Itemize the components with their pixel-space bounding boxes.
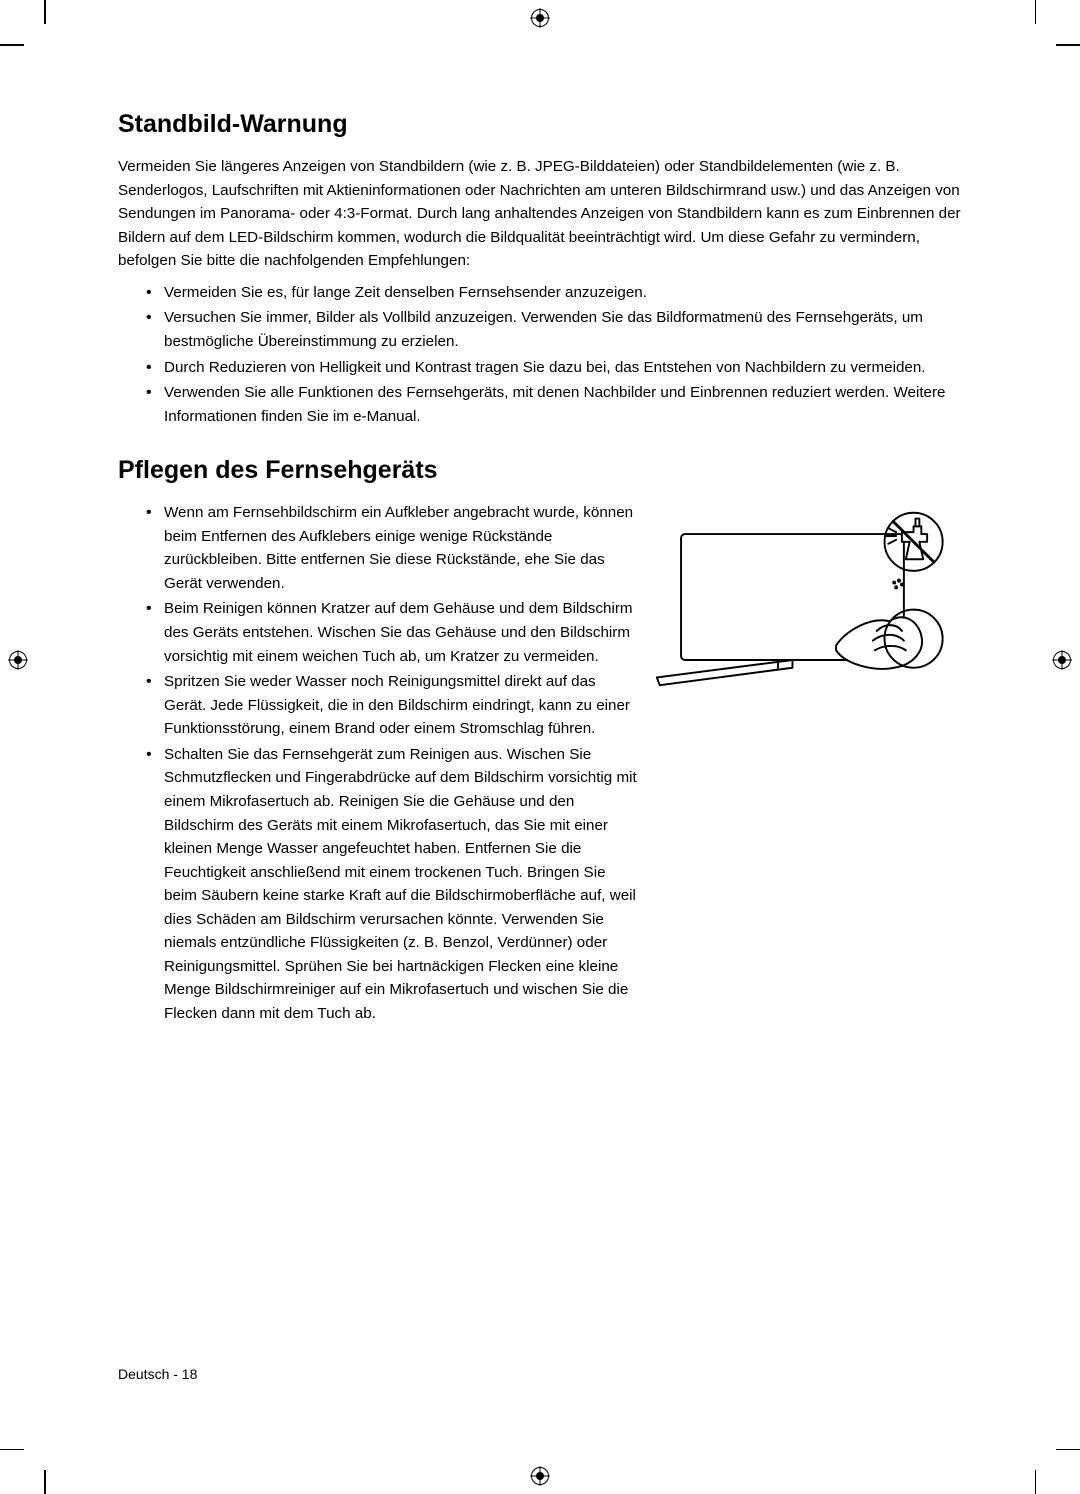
- section-heading-standbild: Standbild-Warnung: [118, 110, 962, 139]
- list-item: Verwenden Sie alle Funktionen des Fernse…: [146, 381, 962, 428]
- list-item: Vermeiden Sie es, für lange Zeit denselb…: [146, 281, 962, 305]
- list-item: Wenn am Fernsehbildschirm ein Aufkleber …: [146, 501, 642, 595]
- registration-mark-icon: [1052, 650, 1072, 670]
- registration-mark-icon: [8, 650, 28, 670]
- list-item: Beim Reinigen können Kratzer auf dem Geh…: [146, 597, 642, 668]
- registration-mark-icon: [530, 8, 550, 28]
- section-heading-pflegen: Pflegen des Fernsehgeräts: [118, 456, 962, 485]
- registration-mark-icon: [530, 1466, 550, 1486]
- page-footer: Deutsch - 18: [118, 1366, 197, 1382]
- section1-list: Vermeiden Sie es, für lange Zeit denselb…: [118, 281, 962, 428]
- list-item: Durch Reduzieren von Helligkeit und Kont…: [146, 356, 962, 380]
- section1-intro: Vermeiden Sie längeres Anzeigen von Stan…: [118, 155, 962, 273]
- list-item: Spritzen Sie weder Wasser noch Reinigung…: [146, 670, 642, 741]
- section2-list: Wenn am Fernsehbildschirm ein Aufkleber …: [118, 501, 642, 1025]
- tv-cleaning-illustration: [642, 501, 962, 694]
- list-item: Schalten Sie das Fernsehgerät zum Reinig…: [146, 743, 642, 1026]
- list-item: Versuchen Sie immer, Bilder als Vollbild…: [146, 306, 962, 353]
